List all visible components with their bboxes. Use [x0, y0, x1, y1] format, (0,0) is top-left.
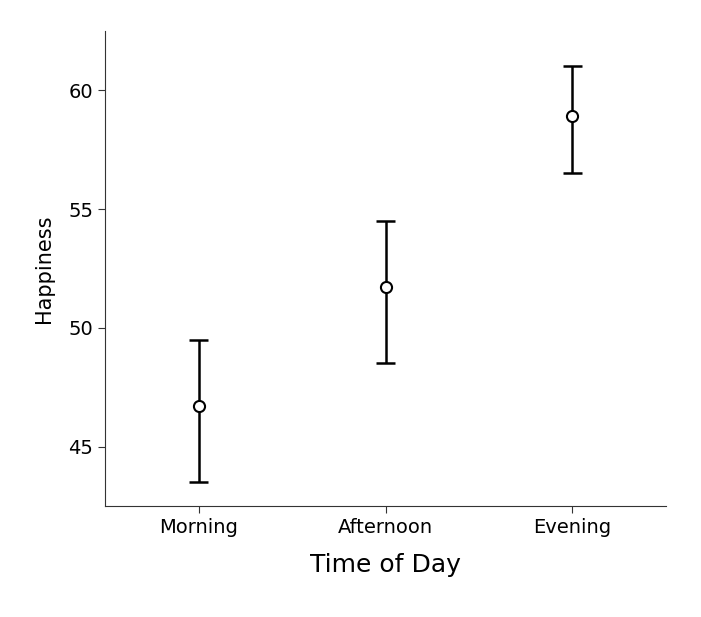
Y-axis label: Happiness: Happiness: [34, 214, 55, 323]
X-axis label: Time of Day: Time of Day: [310, 553, 461, 578]
